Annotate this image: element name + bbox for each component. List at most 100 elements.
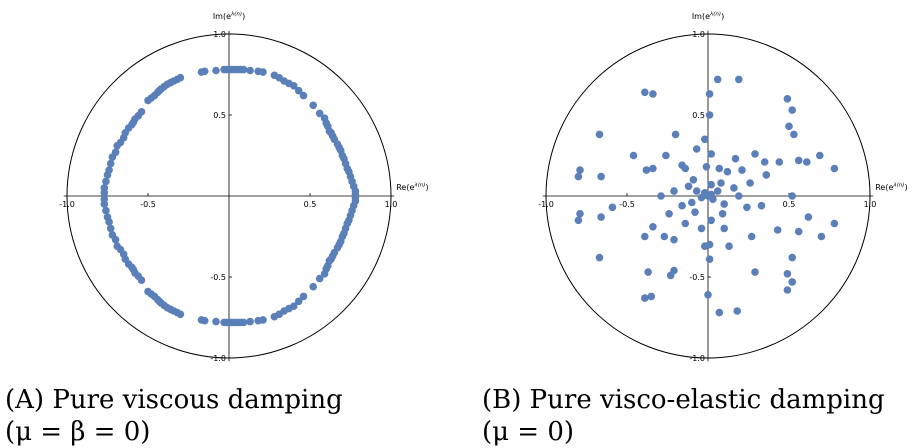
data-point [641, 232, 649, 241]
data-point [137, 276, 146, 285]
caption-a: (A) Pure viscous damping (μ = β = 0) [5, 384, 343, 448]
data-point [788, 253, 796, 262]
data-point [259, 316, 267, 324]
data-point [794, 227, 803, 236]
data-point [670, 235, 678, 244]
data-point [106, 159, 115, 168]
data-point [670, 187, 678, 195]
y-axis-label: Im(eλ(n)) [692, 11, 724, 21]
data-point [790, 130, 798, 139]
data-point [657, 192, 665, 200]
data-point [647, 292, 656, 301]
data-point [783, 270, 792, 278]
data-point [707, 150, 715, 158]
data-point [751, 268, 759, 276]
data-point [688, 198, 696, 207]
data-point [684, 182, 693, 191]
data-points [574, 75, 839, 317]
data-point [595, 253, 604, 262]
data-point [788, 278, 796, 286]
data-point [762, 171, 771, 179]
y-tick-label: -0.5 [689, 273, 705, 282]
data-point [315, 274, 324, 283]
data-point [641, 294, 649, 302]
data-point [735, 192, 743, 200]
data-point [671, 130, 680, 139]
data-point [785, 122, 793, 131]
data-point [100, 189, 109, 197]
data-point [176, 310, 185, 319]
data-point [760, 158, 769, 166]
data-point [830, 219, 839, 228]
y-tick-label: 1.0 [213, 30, 226, 39]
data-point [105, 218, 113, 226]
x-tick-label: 0.5 [783, 200, 796, 209]
data-point [707, 180, 715, 189]
data-point [102, 177, 110, 186]
data-point [701, 135, 709, 144]
y-tick-label: 1.0 [692, 30, 705, 39]
caption-b: (B) Pure visco-elastic damping (μ = 0) [482, 384, 885, 448]
data-point [665, 210, 673, 218]
y-tick-label: -1.0 [210, 354, 226, 363]
data-point [713, 75, 722, 84]
data-point [660, 232, 669, 241]
data-point [246, 317, 254, 326]
data-point [315, 109, 324, 118]
x-tick-label: 1.0 [385, 200, 398, 209]
data-point [689, 176, 698, 184]
data-point [678, 201, 686, 210]
caption-b-title: Pure visco-elastic damping [529, 385, 885, 415]
data-point [717, 179, 725, 187]
data-point [697, 193, 706, 202]
data-point [775, 158, 784, 166]
data-point [111, 235, 120, 244]
y-tick-label: -0.5 [210, 273, 226, 282]
data-point [259, 68, 267, 76]
data-point [788, 106, 796, 114]
x-tick-label: -1.0 [59, 200, 75, 209]
data-point [576, 210, 584, 218]
x-axis-label: Re(eλ(n)) [875, 183, 907, 193]
data-point [212, 66, 220, 75]
data-point [746, 179, 754, 187]
data-point [705, 90, 714, 98]
data-point [713, 187, 722, 195]
data-point [649, 223, 657, 231]
panel-b: -1.0 -0.5 0.5 1.0 1.0 0.5 -0.5 -1.0 Re(eλ(n)) Im(… [470, 0, 920, 447]
data-point [144, 96, 152, 105]
data-point [309, 282, 318, 291]
data-point [830, 164, 839, 173]
data-point [705, 255, 714, 263]
data-point [644, 268, 652, 276]
data-point [113, 142, 121, 150]
data-point [681, 164, 690, 173]
data-point [294, 86, 303, 95]
caption-a-params: (μ = β = 0) [5, 417, 151, 447]
data-point [709, 195, 717, 203]
data-point [747, 232, 756, 241]
data-point [320, 270, 329, 278]
data-point [576, 166, 584, 174]
x-axis-label: Re(eλ(n)) [396, 183, 428, 193]
data-point [691, 208, 699, 216]
data-point [731, 154, 740, 163]
data-point [720, 200, 728, 208]
data-point [103, 171, 112, 179]
data-point [715, 308, 724, 317]
data-point [681, 219, 690, 228]
y-tick-label: 0.5 [213, 111, 226, 120]
x-tick-label: -0.5 [140, 200, 156, 209]
caption-a-title: Pure viscous damping [52, 385, 343, 415]
data-point [704, 291, 712, 299]
data-point [100, 200, 109, 208]
y-tick-label: 0.5 [692, 111, 705, 120]
data-point [783, 95, 792, 103]
x-tick-label: -0.5 [619, 200, 635, 209]
data-point [642, 166, 651, 174]
data-point [817, 232, 826, 241]
data-point [735, 75, 743, 84]
data-point [212, 317, 220, 326]
data-point [720, 224, 728, 233]
data-point [738, 166, 746, 174]
